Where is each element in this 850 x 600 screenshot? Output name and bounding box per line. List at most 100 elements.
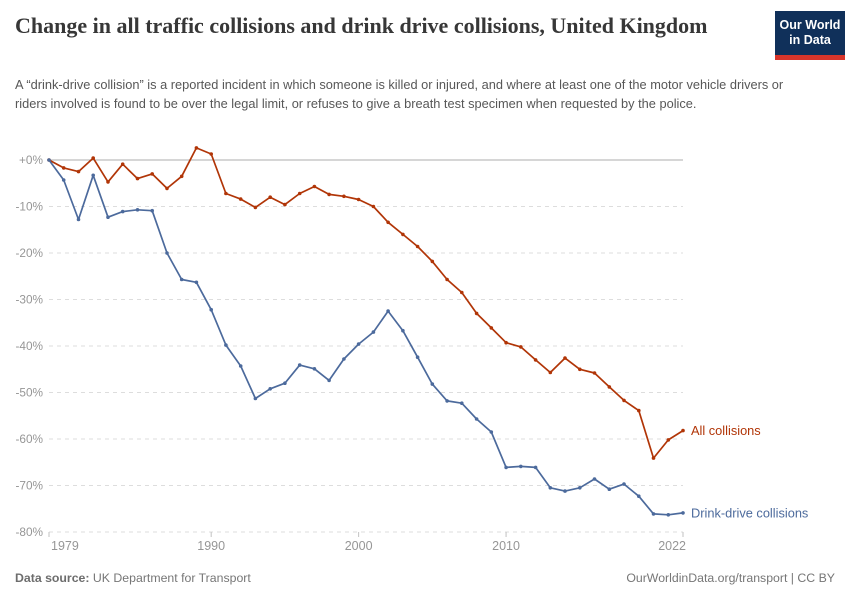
data-point-drink-drive-collisions [179, 277, 184, 282]
owid-logo[interactable]: Our World in Data [775, 11, 845, 60]
data-point-drink-drive-collisions [47, 158, 51, 162]
data-point-drink-drive-collisions [327, 378, 331, 383]
page-title: Change in all traffic collisions and dri… [15, 13, 708, 38]
data-point-drink-drive-collisions [106, 215, 110, 219]
data-point-drink-drive-collisions [194, 280, 199, 285]
data-point-drink-drive-collisions [415, 355, 420, 360]
data-point-all-collisions [504, 340, 508, 345]
data-point-all-collisions [401, 232, 405, 237]
y-axis-tick-label: -60% [15, 432, 43, 446]
data-point-all-collisions [253, 205, 258, 210]
data-point-all-collisions [622, 398, 626, 403]
data-point-drink-drive-collisions [519, 464, 523, 469]
data-point-all-collisions [224, 191, 228, 196]
data-point-all-collisions [548, 370, 553, 375]
data-point-drink-drive-collisions [489, 430, 494, 434]
x-axis-tick-label: 2022 [658, 539, 686, 553]
data-point-all-collisions [91, 156, 95, 160]
data-point-drink-drive-collisions [474, 417, 479, 421]
data-point-drink-drive-collisions [592, 477, 597, 481]
data-point-all-collisions [76, 169, 81, 174]
data-source-value: UK Department for Transport [92, 571, 251, 585]
data-point-all-collisions [637, 408, 641, 413]
x-axis-tick-label: 2010 [492, 539, 520, 553]
data-point-drink-drive-collisions [386, 309, 390, 313]
data-point-drink-drive-collisions [681, 511, 685, 515]
data-point-drink-drive-collisions [371, 330, 376, 334]
data-point-all-collisions [666, 438, 671, 442]
credit-link[interactable]: OurWorldinData.org/transport | CC BY [626, 571, 835, 585]
data-point-drink-drive-collisions [504, 465, 508, 470]
data-point-all-collisions [179, 174, 184, 179]
data-point-all-collisions [106, 180, 110, 184]
data-point-all-collisions [681, 428, 685, 433]
y-axis-tick-label: +0% [19, 153, 43, 167]
data-point-all-collisions [268, 195, 273, 199]
data-point-drink-drive-collisions [622, 482, 626, 486]
owid-logo-line2: in Data [789, 33, 831, 47]
data-point-all-collisions [430, 259, 435, 264]
data-point-all-collisions [61, 166, 66, 170]
data-point-drink-drive-collisions [607, 487, 612, 492]
series-label-drink-drive-collisions[interactable]: Drink-drive collisions [691, 505, 808, 520]
data-point-all-collisions [563, 356, 567, 360]
data-point-all-collisions [489, 326, 494, 330]
data-point-all-collisions [312, 184, 317, 189]
data-point-drink-drive-collisions [637, 494, 641, 499]
data-point-all-collisions [474, 311, 479, 316]
series-line-drink-drive-collisions[interactable] [48, 159, 684, 516]
data-point-all-collisions [651, 456, 656, 460]
data-point-drink-drive-collisions [356, 342, 361, 346]
y-axis-tick-label: -50% [15, 386, 43, 400]
data-point-drink-drive-collisions [253, 396, 258, 401]
series-line-all-collisions[interactable] [48, 147, 684, 459]
data-point-drink-drive-collisions [460, 401, 464, 406]
data-point-drink-drive-collisions [224, 343, 228, 347]
chart-subtitle: A “drink-drive collision” is a reported … [15, 77, 784, 112]
data-point-drink-drive-collisions [401, 328, 405, 333]
y-axis-tick-label: -80% [15, 525, 43, 539]
series-label-all-collisions[interactable]: All collisions [691, 423, 761, 438]
data-point-drink-drive-collisions [238, 364, 243, 368]
data-point-drink-drive-collisions [578, 486, 582, 490]
data-point-drink-drive-collisions [445, 399, 449, 403]
data-point-drink-drive-collisions [297, 363, 302, 367]
data-point-drink-drive-collisions [533, 465, 538, 470]
data-point-drink-drive-collisions [312, 367, 317, 371]
data-point-drink-drive-collisions [165, 251, 169, 255]
y-axis-tick-label: -10% [15, 200, 43, 214]
data-point-drink-drive-collisions [120, 209, 125, 214]
owid-logo-line1: Our World [779, 18, 841, 32]
data-point-all-collisions [150, 172, 154, 176]
data-point-all-collisions [120, 162, 125, 166]
y-axis-tick-label: -20% [15, 246, 43, 260]
data-point-all-collisions [238, 197, 243, 201]
data-point-all-collisions [342, 194, 346, 199]
data-point-all-collisions [327, 192, 331, 197]
data-point-drink-drive-collisions [430, 382, 435, 386]
data-point-all-collisions [592, 371, 597, 375]
data-point-all-collisions [165, 186, 169, 191]
data-source-label: Data source: [15, 571, 90, 585]
data-point-all-collisions [519, 345, 523, 349]
data-point-drink-drive-collisions [135, 208, 140, 212]
owid-logo-box: Our World in Data [775, 11, 845, 60]
data-point-drink-drive-collisions [548, 486, 553, 490]
data-point-all-collisions [578, 367, 582, 372]
data-point-all-collisions [194, 146, 199, 150]
data-point-drink-drive-collisions [651, 512, 656, 516]
data-point-drink-drive-collisions [268, 387, 273, 391]
data-point-all-collisions [209, 152, 213, 156]
data-source: Data source: UK Department for Transport [15, 571, 251, 585]
data-point-all-collisions [607, 385, 612, 389]
y-axis-tick-label: -70% [15, 479, 43, 493]
y-axis-tick-label: -40% [15, 339, 43, 353]
data-point-all-collisions [415, 244, 420, 249]
y-axis-tick-label: -30% [15, 293, 43, 307]
data-point-all-collisions [386, 220, 390, 225]
data-point-drink-drive-collisions [91, 173, 95, 178]
data-point-all-collisions [135, 176, 140, 181]
data-point-all-collisions [283, 202, 287, 207]
x-axis-tick-label: 2000 [345, 539, 373, 553]
